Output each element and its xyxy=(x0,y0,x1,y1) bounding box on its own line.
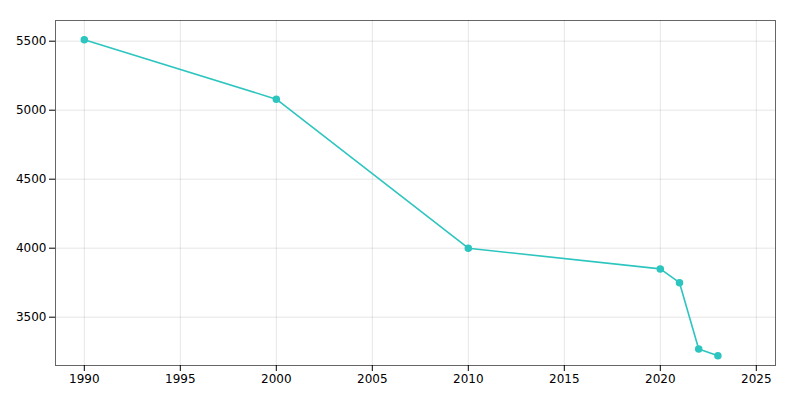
svg-text:2000: 2000 xyxy=(261,372,292,386)
svg-text:2015: 2015 xyxy=(549,372,580,386)
svg-text:2010: 2010 xyxy=(453,372,484,386)
svg-text:2005: 2005 xyxy=(357,372,388,386)
svg-text:2025: 2025 xyxy=(741,372,772,386)
svg-text:5500: 5500 xyxy=(16,34,47,48)
svg-text:4500: 4500 xyxy=(16,172,47,186)
svg-text:1990: 1990 xyxy=(69,372,100,386)
svg-text:5000: 5000 xyxy=(16,103,47,117)
svg-text:3500: 3500 xyxy=(16,310,47,324)
svg-text:4000: 4000 xyxy=(16,241,47,255)
svg-text:1995: 1995 xyxy=(165,372,196,386)
svg-text:2020: 2020 xyxy=(645,372,676,386)
